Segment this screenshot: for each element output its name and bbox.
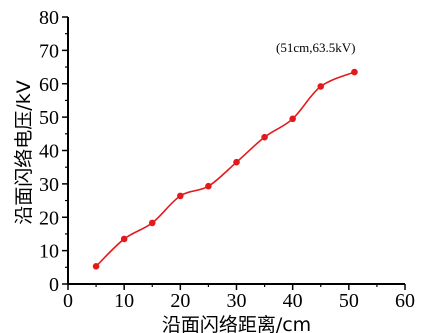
y-tick-label: 60 xyxy=(39,74,59,96)
y-tick-label: 80 xyxy=(39,7,59,29)
annotation-label: (51cm,63.5kV) xyxy=(276,40,355,55)
data-point xyxy=(120,235,128,243)
y-tick-label: 70 xyxy=(39,40,59,62)
x-tick-label: 50 xyxy=(339,290,359,312)
data-point xyxy=(351,68,358,76)
y-tick-label: 30 xyxy=(39,174,59,196)
x-tick-label: 10 xyxy=(114,290,134,312)
x-tick-label: 0 xyxy=(63,290,73,312)
y-tick-label: 0 xyxy=(49,274,59,296)
y-tick-label: 20 xyxy=(39,207,59,229)
x-tick-label: 60 xyxy=(395,290,415,312)
data-point xyxy=(92,263,100,270)
data-point xyxy=(289,115,296,123)
y-tick-label: 50 xyxy=(39,107,59,129)
data-point xyxy=(233,158,240,166)
data-point xyxy=(317,83,325,90)
series xyxy=(92,68,358,270)
data-point xyxy=(205,182,212,190)
y-tick-label: 10 xyxy=(39,241,59,263)
x-tick-label: 20 xyxy=(170,290,190,312)
series-line xyxy=(95,71,355,267)
x-axis-label: 沿面闪络距离/cm xyxy=(162,314,311,333)
data-point xyxy=(148,219,156,227)
y-tick-label: 40 xyxy=(39,141,59,163)
y-ticks: 0 10 20 30 40 50 60 70 80 xyxy=(39,7,68,296)
x-tick-label: 30 xyxy=(227,290,247,312)
y-axis-label: 沿面闪络电压/kV xyxy=(13,80,35,224)
data-point xyxy=(177,192,184,200)
x-ticks: 0 10 20 30 40 50 60 xyxy=(63,284,415,312)
x-tick-label: 40 xyxy=(283,290,303,312)
data-point xyxy=(261,133,268,141)
